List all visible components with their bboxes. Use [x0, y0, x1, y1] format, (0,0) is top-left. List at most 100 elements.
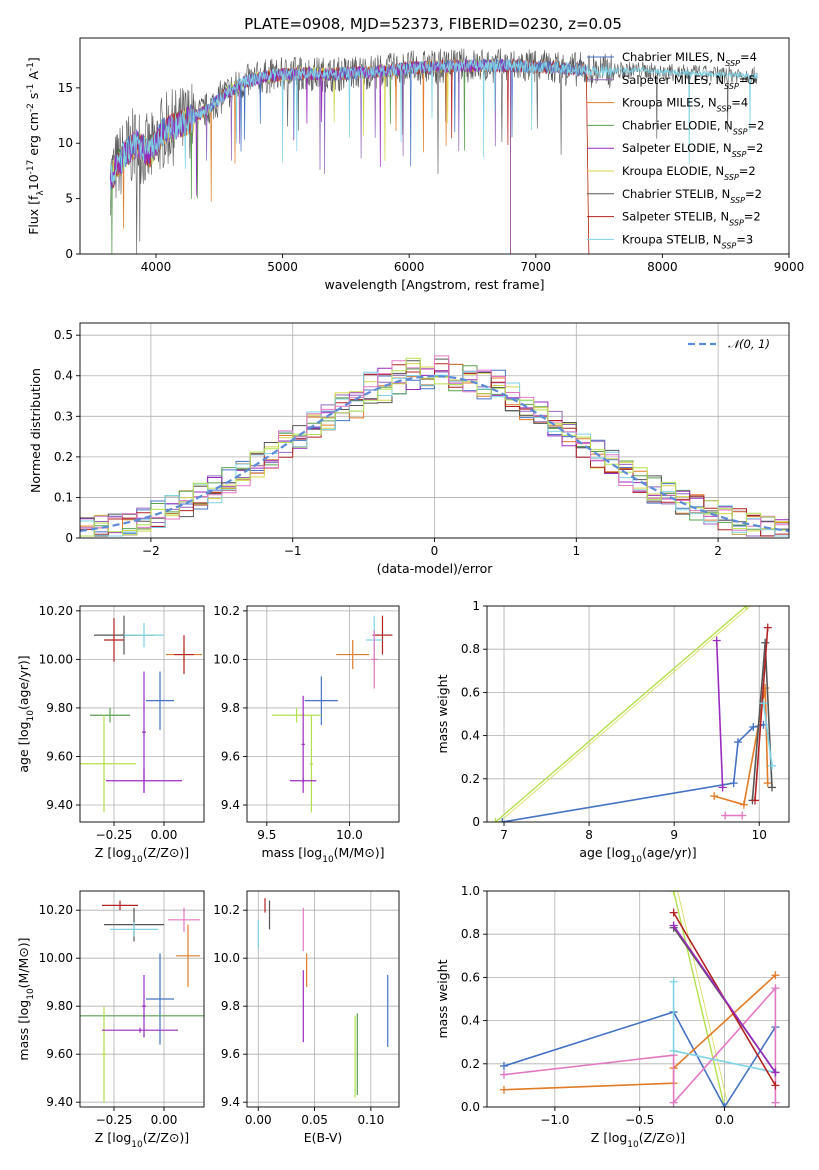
y-tick-label: 0.5: [54, 328, 73, 342]
axis-label: (data-model)/error: [377, 561, 494, 576]
y-tick-label: 9.6: [221, 749, 240, 763]
errorbar-point: [301, 695, 305, 793]
axes-frame: [486, 605, 790, 823]
spectrum-legend: Chabrier MILES, NSSP=4 Salpeter MILES, NS…: [587, 50, 764, 250]
spectrum-panel: [110, 48, 758, 254]
y-tick-label: 9.4: [221, 798, 240, 812]
legend-entry: Kroupa MILES, NSSP=4: [622, 96, 748, 114]
weight-line: [713, 687, 769, 806]
axis-label: Z [log10(Z/Z⊙)]: [95, 1130, 189, 1150]
mass_vs_Z-plot-area: [80, 900, 204, 1103]
axes-frame: [79, 37, 790, 255]
y-tick-label: 10.20: [39, 604, 73, 618]
weight-marker: [750, 796, 759, 805]
errorbar-point: [146, 671, 174, 730]
weight-marker: [729, 779, 738, 788]
axes-frame: [246, 890, 400, 1108]
y-tick-label: 10.00: [39, 951, 73, 965]
errorbar-point: [146, 953, 174, 1045]
y-tick-label: 10.2: [213, 604, 240, 618]
errorbar-point: [90, 707, 130, 723]
weight-marker: [499, 1085, 508, 1094]
legend-entry: Kroupa STELIB, NSSP=3: [622, 232, 753, 250]
errorbar-point: [176, 924, 200, 987]
weight-marker: [749, 722, 758, 731]
weight_vs_age-panel: [487, 605, 789, 823]
y-tick-label: 15: [58, 81, 73, 95]
mass_vs_ebv-panel: [247, 891, 399, 1107]
figure-title: PLATE=0908, MJD=52373, FIBERID=0230, z=0…: [244, 15, 622, 33]
x-tick-label: −2: [142, 544, 160, 558]
axis-label: Z [log10(Z/Z⊙)]: [591, 1130, 685, 1150]
weight_vs_Z-plot-area: [499, 891, 780, 1107]
errorbar-point: [104, 618, 124, 662]
spectrum-plot-area: [110, 48, 758, 254]
legend-entry: Chabrier MILES, NSSP=4: [622, 50, 757, 68]
age_vs_Z-plot-area: [80, 615, 202, 813]
axis-label: Normed distribution: [28, 368, 43, 493]
weight-marker: [712, 636, 721, 645]
x-tick-label: −1: [284, 544, 302, 558]
y-tick-label: 0.3: [54, 409, 73, 423]
weight-marker: [739, 800, 748, 809]
y-tick-label: 9.60: [46, 1047, 73, 1061]
y-tick-label: 1: [472, 599, 480, 613]
y-tick-label: 9.60: [46, 749, 73, 763]
weight-marker: [761, 638, 770, 647]
weight-line: [499, 606, 751, 822]
errorbar-point: [271, 707, 322, 723]
y-tick-label: 9.40: [46, 1095, 73, 1109]
y-tick-label: 0.4: [54, 369, 73, 383]
residuals-panel: [80, 323, 789, 539]
age_vs_mass-panel: [247, 606, 399, 822]
y-tick-label: 0: [472, 815, 480, 829]
weight-marker: [771, 971, 780, 980]
weight-line: [677, 891, 729, 1107]
axis-label: mass weight: [435, 959, 450, 1038]
x-tick-label: 0.00: [151, 1113, 178, 1127]
weight-marker: [499, 1070, 508, 1079]
weight-marker: [771, 1068, 780, 1077]
errorbar-point: [110, 922, 158, 937]
x-tick-label: 9000: [774, 260, 805, 274]
x-tick-label: −1.0: [540, 1113, 569, 1127]
weight-marker: [767, 783, 776, 792]
weight-marker: [733, 738, 742, 747]
errorbar-point: [168, 907, 200, 932]
y-tick-label: 0.4: [461, 729, 480, 743]
weight_vs_Z-panel: [487, 890, 789, 1108]
x-tick-label: 8: [585, 828, 593, 842]
y-tick-label: 10.0: [213, 652, 240, 666]
weight_vs_age-plot-area: [491, 606, 776, 822]
weight-line: [715, 640, 724, 788]
weight-marker: [710, 792, 719, 801]
errorbar-point: [336, 639, 370, 670]
legend-entry: Chabrier STELIB, NSSP=2: [622, 187, 762, 205]
spectrum-line-salpeter-elodie: [110, 58, 511, 254]
x-tick-label: 0: [431, 544, 439, 558]
axes-frame: [486, 890, 790, 1108]
weight-marker: [742, 606, 751, 610]
weight-line: [672, 925, 777, 1073]
legend-entry: Chabrier ELODIE, NSSP=2: [622, 118, 764, 136]
y-tick-label: 9.80: [46, 999, 73, 1013]
x-tick-label: −0.25: [96, 1113, 133, 1127]
spectrum-line-kroupa-elodie: [110, 59, 511, 254]
weight-marker: [720, 1103, 729, 1107]
x-tick-label: 10.0: [336, 828, 363, 842]
x-tick-label: 4000: [141, 260, 172, 274]
x-tick-label: 7: [500, 828, 508, 842]
errorbar-point: [102, 1027, 178, 1033]
legend-entry: Salpeter ELODIE, NSSP=2: [622, 141, 763, 159]
spectrum-line-kroupa-stelib: [110, 58, 758, 184]
weight-marker: [738, 811, 747, 820]
weight-marker: [759, 699, 768, 708]
weight-marker: [771, 1098, 780, 1107]
y-tick-label: 0.2: [54, 450, 73, 464]
weight-marker: [499, 1061, 508, 1070]
weight-marker: [763, 779, 772, 788]
y-tick-label: 0.8: [461, 642, 480, 656]
y-tick-label: 9.8: [221, 999, 240, 1013]
x-tick-label: 0.00: [245, 1113, 272, 1127]
weight_vs_age-axes: 7 8 9 10 0 0.2 0.4 0.6 0.8 1 age [log10(age/yr)] ma…: [435, 599, 790, 865]
